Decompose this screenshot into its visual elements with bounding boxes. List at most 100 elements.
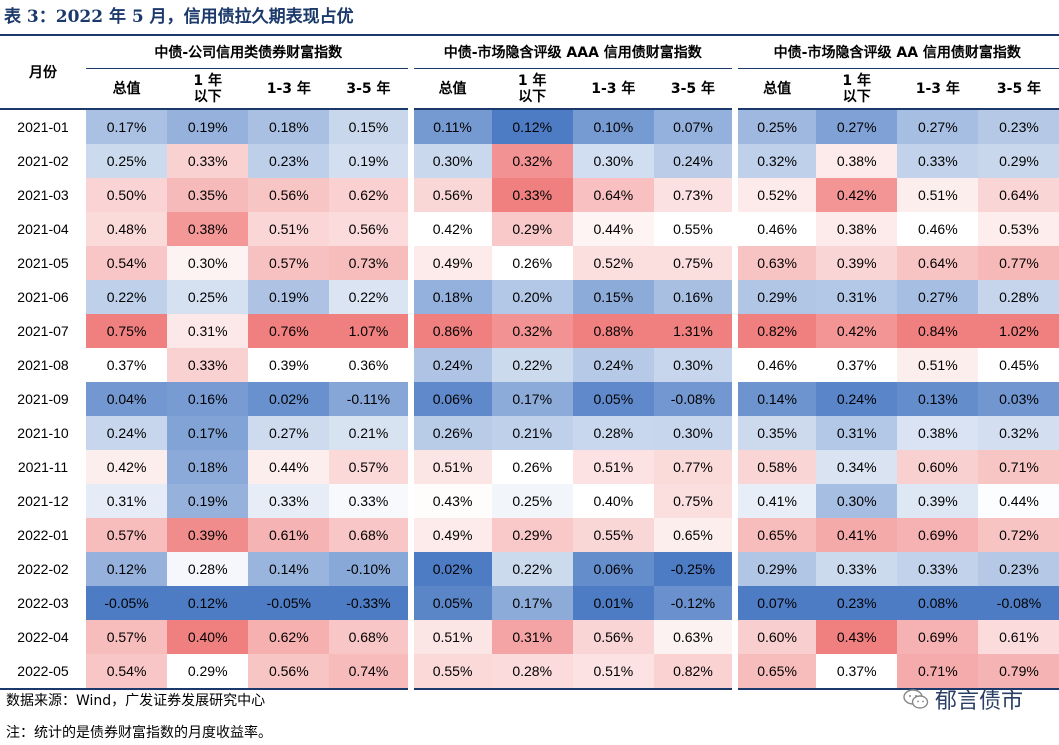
value-cell: 0.06%	[407, 382, 492, 416]
wechat-icon	[903, 689, 929, 709]
value-cell: 0.52%	[732, 178, 817, 212]
value-cell: 0.60%	[732, 620, 817, 654]
value-cell: 0.22%	[491, 552, 573, 586]
value-cell: 0.18%	[248, 109, 330, 144]
table-row: 2022-03 -0.05% 0.12% -0.05% -0.33% 0.05% 0.17%…	[0, 586, 1059, 620]
subcolumn-header: 3-5 年	[653, 68, 736, 110]
value-cell: 0.30%	[653, 348, 736, 382]
value-cell: 0.74%	[329, 654, 411, 690]
value-cell: 0.25%	[86, 144, 168, 178]
value-cell: 0.46%	[732, 348, 817, 382]
table-row: 2021-12 0.31% 0.19% 0.33% 0.33% 0.43% 0.25% 0.4…	[0, 484, 1059, 518]
value-cell: 0.22%	[491, 348, 573, 382]
value-cell: 0.23%	[978, 109, 1059, 144]
value-cell: 0.37%	[86, 348, 168, 382]
value-cell: 0.39%	[816, 246, 898, 280]
month-cell: 2022-03	[0, 586, 86, 620]
value-cell: 0.18%	[167, 450, 249, 484]
value-cell: 0.39%	[167, 518, 249, 552]
table-row: 2021-06 0.22% 0.25% 0.19% 0.22% 0.18% 0.20% 0.1…	[0, 280, 1059, 314]
value-cell: 0.48%	[86, 212, 168, 246]
value-cell: 0.82%	[732, 314, 817, 348]
value-cell: 0.57%	[86, 620, 168, 654]
value-cell: 0.42%	[816, 178, 898, 212]
value-cell: 0.16%	[653, 280, 736, 314]
value-cell: 0.05%	[572, 382, 654, 416]
value-cell: 0.51%	[248, 212, 330, 246]
subcolumn-header: 1-3 年	[248, 68, 330, 110]
value-cell: 0.34%	[816, 450, 898, 484]
value-cell: 0.19%	[167, 109, 249, 144]
value-cell: 0.65%	[653, 518, 736, 552]
value-cell: 0.19%	[248, 280, 330, 314]
value-cell: 0.17%	[86, 109, 168, 144]
value-cell: 0.31%	[491, 620, 573, 654]
value-cell: 0.21%	[329, 416, 411, 450]
value-cell: 0.33%	[897, 144, 979, 178]
value-cell: 0.82%	[653, 654, 736, 690]
value-cell: -0.05%	[86, 586, 168, 620]
table-row: 2021-01 0.17% 0.19% 0.18% 0.15% 0.11% 0.12% 0.1…	[0, 109, 1059, 144]
value-cell: 0.79%	[978, 654, 1059, 690]
value-cell: 0.29%	[978, 144, 1059, 178]
value-cell: 0.31%	[167, 314, 249, 348]
value-cell: 0.41%	[732, 484, 817, 518]
value-cell: 0.42%	[816, 314, 898, 348]
value-cell: 0.14%	[732, 382, 817, 416]
value-cell: 0.29%	[491, 518, 573, 552]
value-cell: 0.62%	[248, 620, 330, 654]
value-cell: 0.21%	[491, 416, 573, 450]
value-cell: 0.30%	[816, 484, 898, 518]
value-cell: 1.31%	[653, 314, 736, 348]
value-cell: 0.26%	[407, 416, 492, 450]
value-cell: 0.46%	[897, 212, 979, 246]
value-cell: 0.15%	[329, 109, 411, 144]
value-cell: 0.43%	[407, 484, 492, 518]
value-cell: 0.84%	[897, 314, 979, 348]
value-cell: 0.22%	[329, 280, 411, 314]
subcolumn-header: 总值	[407, 68, 492, 110]
value-cell: 0.49%	[407, 518, 492, 552]
subcolumn-header: 3-5 年	[978, 68, 1059, 110]
returns-table: 月份 中债-公司信用类债券财富指数 中债-市场隐含评级 AAA 信用债财富指数 …	[0, 36, 1059, 690]
value-cell: 0.63%	[653, 620, 736, 654]
value-cell: 0.22%	[86, 280, 168, 314]
value-cell: 0.28%	[572, 416, 654, 450]
table-row: 2021-03 0.50% 0.35% 0.56% 0.62% 0.56% 0.33% 0.6…	[0, 178, 1059, 212]
value-cell: 0.69%	[897, 620, 979, 654]
value-cell: 0.88%	[572, 314, 654, 348]
value-cell: 0.06%	[572, 552, 654, 586]
value-cell: 0.68%	[329, 518, 411, 552]
value-cell: 0.38%	[897, 416, 979, 450]
month-cell: 2021-07	[0, 314, 86, 348]
month-cell: 2021-05	[0, 246, 86, 280]
value-cell: 0.31%	[816, 416, 898, 450]
value-cell: 0.38%	[816, 212, 898, 246]
value-cell: 0.07%	[732, 586, 817, 620]
value-cell: 0.18%	[407, 280, 492, 314]
value-cell: 0.16%	[167, 382, 249, 416]
footnote: 注：统计的是债券财富指数的月度收益率。	[6, 725, 272, 741]
value-cell: 0.33%	[167, 144, 249, 178]
value-cell: 0.28%	[978, 280, 1059, 314]
value-cell: 0.51%	[897, 178, 979, 212]
value-cell: 0.73%	[653, 178, 736, 212]
value-cell: 0.77%	[653, 450, 736, 484]
value-cell: 0.01%	[572, 586, 654, 620]
subcolumn-header: 1 年以下	[816, 68, 898, 110]
value-cell: 0.25%	[491, 484, 573, 518]
value-cell: 0.40%	[167, 620, 249, 654]
value-cell: 0.46%	[732, 212, 817, 246]
month-cell: 2021-01	[0, 109, 86, 144]
value-cell: 0.10%	[572, 109, 654, 144]
value-cell: 0.23%	[978, 552, 1059, 586]
value-cell: 0.52%	[572, 246, 654, 280]
table-row: 2021-02 0.25% 0.33% 0.23% 0.19% 0.30% 0.32% 0.3…	[0, 144, 1059, 178]
table-row: 2021-10 0.24% 0.17% 0.27% 0.21% 0.26% 0.21% 0.2…	[0, 416, 1059, 450]
value-cell: 0.86%	[407, 314, 492, 348]
value-cell: 0.35%	[732, 416, 817, 450]
value-cell: 0.26%	[491, 450, 573, 484]
subcolumn-header: 1 年以下	[167, 68, 249, 110]
value-cell: 0.12%	[491, 109, 573, 144]
value-cell: 0.58%	[732, 450, 817, 484]
